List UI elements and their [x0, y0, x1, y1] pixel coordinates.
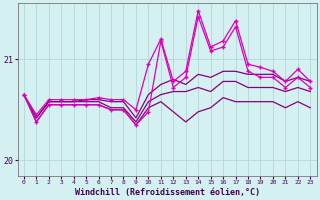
- X-axis label: Windchill (Refroidissement éolien,°C): Windchill (Refroidissement éolien,°C): [75, 188, 260, 197]
